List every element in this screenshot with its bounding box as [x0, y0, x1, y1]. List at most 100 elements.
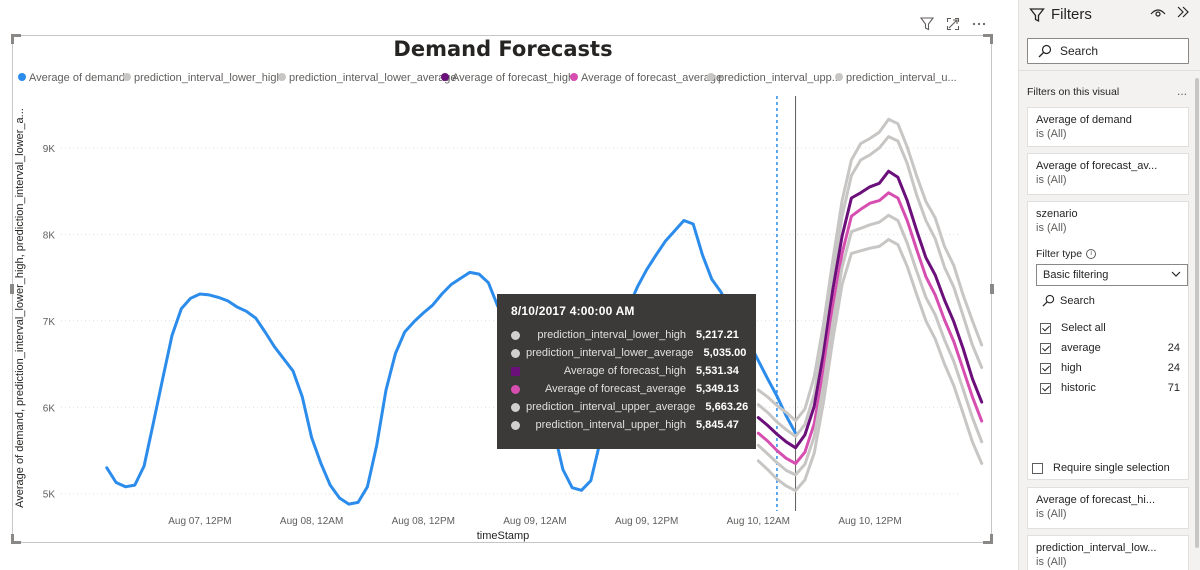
option-select-all[interactable]: Select all [1036, 318, 1180, 338]
x-tick-label: Aug 10, 12AM [727, 516, 790, 527]
y-axis-ticks: 5K 6K 7K 8K 9K [43, 144, 56, 501]
resize-handle[interactable] [11, 34, 14, 44]
legend-label: prediction_interval_upp... [718, 72, 841, 84]
tooltip-series-value: 5,663.26 [705, 401, 749, 413]
series-line [756, 135, 984, 438]
filter-card-value: is (All) [1036, 174, 1067, 186]
filter-icon [1029, 7, 1045, 26]
reference-lines [776, 96, 797, 511]
series-line [105, 219, 798, 506]
checkbox[interactable] [1040, 362, 1051, 374]
divider [1019, 70, 1200, 71]
tooltip-row: Average of forecast_average 5,349.13 [511, 380, 742, 398]
tooltip-row: prediction_interval_lower_average 5,035.0… [511, 344, 746, 362]
tooltip-row: prediction_interval_upper_high 5,845.47 [511, 416, 742, 434]
checkbox[interactable] [1040, 382, 1051, 394]
chart-tooltip: 8/10/2017 4:00:00 AM prediction_interval… [497, 294, 756, 449]
filter-card-average-demand[interactable]: Average of demand is (All) [1027, 107, 1189, 147]
resize-handle[interactable] [11, 34, 21, 37]
y-tick-label: 8K [43, 230, 56, 241]
filter-card-forecast-average[interactable]: Average of forecast_av... is (All) [1027, 153, 1189, 195]
collapse-pane-icon[interactable] [1176, 5, 1190, 22]
tooltip-row: Average of forecast_high 5,531.34 [511, 362, 742, 380]
card-search-input[interactable]: Search [1036, 292, 1180, 312]
option-label: average [1061, 342, 1101, 354]
filter-type-dropdown[interactable]: Basic filtering [1036, 264, 1188, 286]
filter-card-prediction-lower[interactable]: prediction_interval_low... is (All) [1027, 535, 1189, 570]
option-label: Require single selection [1053, 462, 1170, 474]
legend-marker [123, 73, 131, 81]
series-marker [511, 402, 520, 412]
filter-card-name[interactable]: szenario [1036, 208, 1078, 220]
report-canvas: Demand Forecasts Average of demand predic… [10, 15, 994, 544]
tooltip-series-name: prediction_interval_upper_average [526, 401, 696, 413]
checkbox[interactable] [1032, 462, 1043, 474]
resize-handle[interactable] [11, 541, 21, 544]
search-icon [1042, 294, 1055, 310]
tooltip-rows: prediction_interval_lower_high 5,217.21 pr… [511, 326, 748, 434]
y-axis-title: Average of demand, prediction_interval_l… [14, 108, 26, 508]
resize-handle[interactable] [990, 534, 993, 544]
series-marker [511, 366, 520, 376]
filter-card-name: Average of forecast_hi... [1036, 494, 1156, 506]
tooltip-series-name: prediction_interval_lower_average [526, 347, 694, 359]
section-label: Filters on this visual [1027, 86, 1120, 98]
line-chart-visual[interactable]: Demand Forecasts Average of demand predic… [10, 34, 994, 544]
filter-icon[interactable] [918, 15, 936, 33]
resize-handle[interactable] [990, 284, 994, 294]
eye-icon[interactable] [1150, 6, 1166, 23]
series-marker [511, 384, 520, 394]
chart-svg: Demand Forecasts Average of demand predic… [14, 37, 984, 542]
resize-handle[interactable] [10, 284, 14, 294]
filter-card-name: prediction_interval_low... [1036, 542, 1157, 554]
tooltip-series-name: Average of forecast_average [544, 383, 686, 395]
tooltip-series-value: 5,845.47 [696, 419, 739, 431]
option-historic[interactable]: historic 71 [1036, 378, 1180, 398]
resize-handle[interactable] [983, 541, 993, 544]
x-axis-ticks: Aug 07, 12PM Aug 08, 12AM Aug 08, 12PM Aug … [168, 516, 901, 527]
series-marker [511, 420, 520, 430]
chart-series [105, 117, 984, 506]
checkbox[interactable] [1040, 322, 1051, 334]
option-count: 71 [1167, 382, 1180, 394]
y-tick-label: 9K [43, 144, 56, 155]
scrollbar[interactable] [1195, 78, 1199, 548]
legend-label: prediction_interval_lower_high [134, 72, 283, 84]
legend-label: Average of forecast_average [581, 72, 722, 84]
tooltip-series-name: prediction_interval_lower_high [537, 329, 686, 341]
filters-search-input[interactable]: Search [1027, 38, 1189, 64]
checkbox[interactable] [1040, 342, 1051, 354]
option-average[interactable]: average 24 [1036, 338, 1180, 358]
resize-handle[interactable] [983, 34, 993, 37]
series-line [756, 169, 984, 450]
chart-title: Demand Forecasts [393, 37, 612, 61]
legend-label: prediction_interval_lower_average [289, 72, 457, 84]
info-icon[interactable]: i [1086, 249, 1097, 259]
chevron-down-icon [1170, 268, 1182, 283]
tooltip-series-value: 5,035.00 [703, 347, 747, 359]
filters-pane: Filters Search Filters on this visual ..… [1018, 0, 1200, 570]
filter-card-forecast-high[interactable]: Average of forecast_hi... is (All) [1027, 487, 1189, 529]
x-tick-label: Aug 08, 12AM [280, 516, 343, 527]
x-tick-label: Aug 09, 12AM [503, 516, 566, 527]
focus-mode-icon[interactable] [944, 15, 962, 33]
filter-card-szenario: szenario is (All) Filter type i Basic fi… [1027, 201, 1189, 480]
resize-handle[interactable] [990, 34, 993, 44]
tooltip-series-value: 5,531.34 [696, 365, 739, 377]
more-options-icon[interactable] [970, 15, 988, 33]
require-single-selection[interactable]: Require single selection [1032, 458, 1170, 478]
legend-marker [18, 73, 26, 81]
search-placeholder: Search [1060, 295, 1095, 307]
section-more-button[interactable]: ... [1177, 84, 1188, 98]
filter-type-text: Filter type [1036, 248, 1083, 260]
y-tick-label: 5K [43, 490, 56, 501]
option-high[interactable]: high 24 [1036, 358, 1180, 378]
legend-marker [441, 73, 449, 81]
filters-header: Filters [1019, 0, 1200, 32]
resize-handle[interactable] [11, 534, 14, 544]
legend-marker [570, 73, 578, 81]
series-line [756, 191, 984, 465]
series-line [756, 213, 984, 477]
filter-card-value: is (All) [1036, 556, 1067, 568]
